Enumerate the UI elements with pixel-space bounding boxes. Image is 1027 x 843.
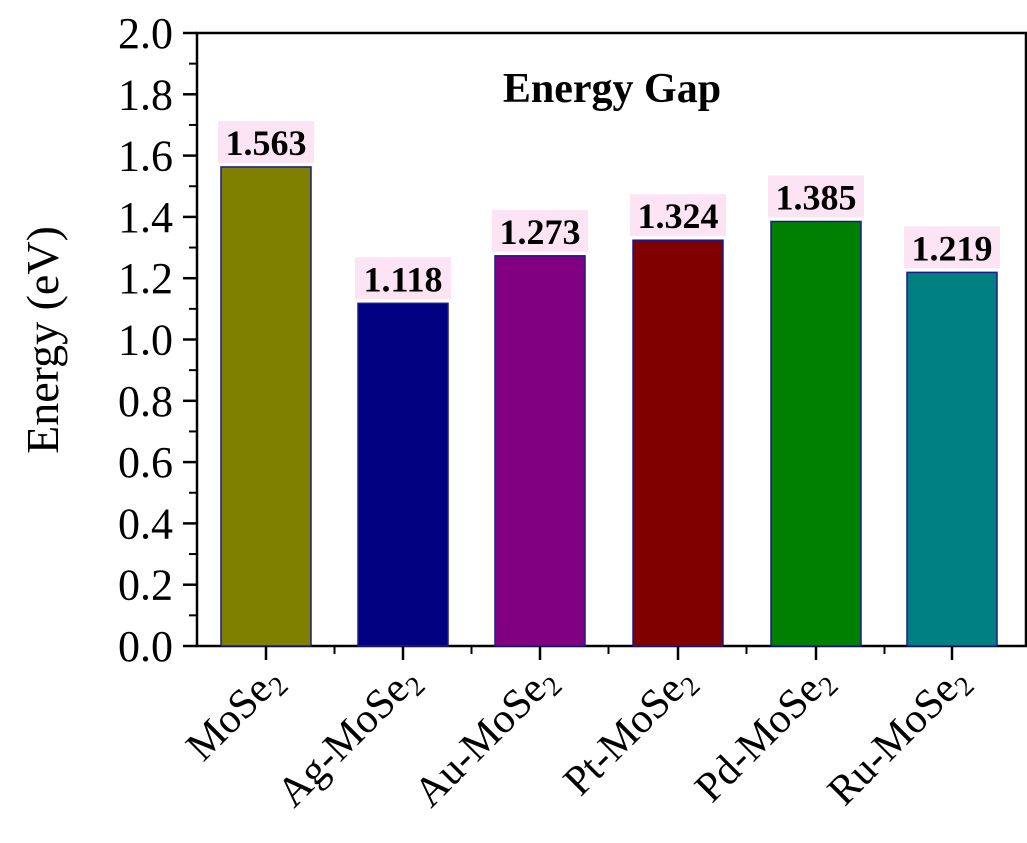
chart-title: Energy Gap [503,66,721,112]
value-label: 1.385 [776,177,857,217]
y-tick-label: 0.8 [118,377,173,426]
bar [357,302,449,647]
bar [220,166,312,647]
category-label: Pd-MoSe2 [686,657,844,815]
y-tick-label: 1.6 [118,132,173,181]
value-label-background [904,226,1000,269]
plot-frame [195,31,1027,648]
value-label: 1.219 [912,228,993,268]
category-label: Ag-MoSe2 [268,657,431,820]
y-tick-label: 1.4 [118,193,173,242]
value-label-background [768,175,864,218]
y-tick-label: 0.4 [118,499,173,548]
y-axis-label: Energy (eV) [17,226,68,454]
y-tick-label: 2.0 [118,9,173,58]
value-label-background [492,209,588,252]
category-label-text: Ag-MoSe [268,666,418,816]
category-label-text: Ru-MoSe [819,666,967,814]
value-label-background [630,194,726,237]
category-label-text: Pt-MoSe [555,666,693,804]
y-tick-label: 1.0 [118,316,173,365]
category-label: Ru-MoSe2 [819,657,980,818]
value-label: 1.563 [226,123,307,163]
category-label-text: Pd-MoSe [686,666,831,811]
bar [494,255,586,647]
y-tick-label: 0.6 [118,438,173,487]
value-label-background [218,120,314,163]
y-tick-label: 1.8 [118,70,173,119]
value-label-background [355,257,451,300]
value-label: 1.273 [500,212,581,252]
bar [906,271,998,647]
bar [632,239,724,647]
y-tick-label: 1.2 [118,254,173,303]
value-label: 1.118 [363,259,442,299]
y-tick-label: 0.2 [118,561,173,610]
category-label: Au-MoSe2 [405,657,568,820]
category-label: Pt-MoSe2 [555,657,707,809]
category-label: MoSe2 [178,657,295,774]
value-label: 1.324 [638,196,719,236]
bar [770,220,862,647]
y-tick-label: 0.0 [118,622,173,671]
bars-layer: 1.563 1.118 1.273 1.324 1.385 1.219 [218,120,1000,647]
category-label-text: Au-MoSe [405,666,555,816]
